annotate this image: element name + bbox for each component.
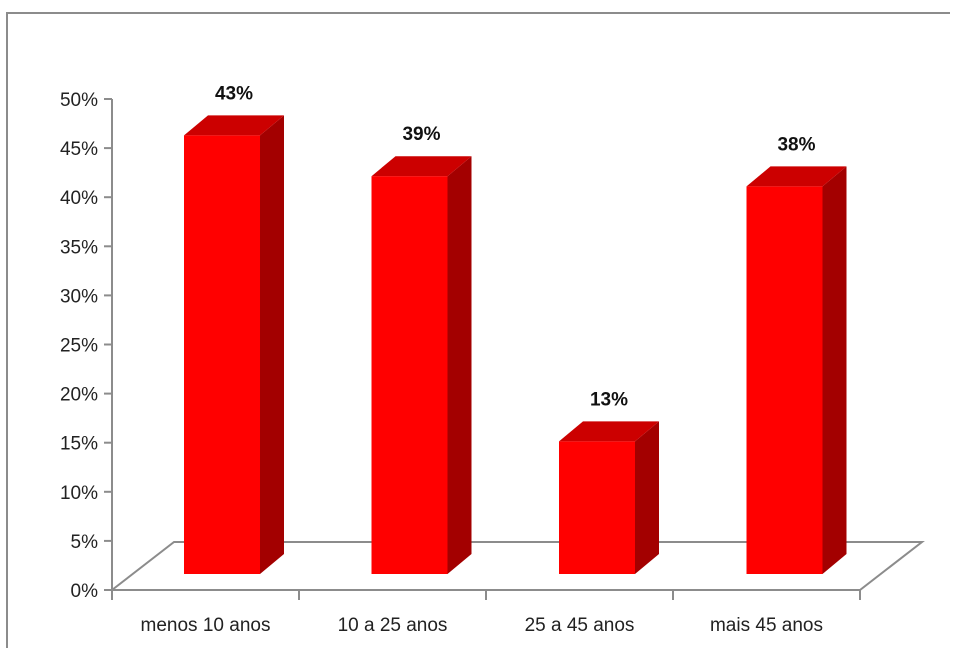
bar-front-face: [559, 441, 635, 574]
chart-frame: [6, 12, 950, 648]
y-tick-label: 20%: [60, 385, 98, 406]
data-label: 43%: [215, 83, 253, 104]
bar: [746, 166, 847, 574]
bar-side-face: [447, 156, 472, 574]
bar-front-face: [184, 135, 260, 574]
x-category-label: mais 45 anos: [710, 615, 823, 636]
bar-side-face: [260, 115, 284, 575]
chart-floor: [109, 541, 925, 591]
y-tick-label: 45%: [60, 139, 98, 160]
bar: [371, 156, 472, 574]
bar-side-face: [635, 421, 659, 574]
y-tick-label: 0%: [71, 581, 99, 602]
y-tick-label: 30%: [60, 286, 98, 307]
chart-floor-plane: [109, 541, 925, 591]
bar-front-face: [371, 176, 448, 574]
x-axis: menos 10 anos 10 a 25 anos 25 a 45 anos mai…: [111, 590, 861, 636]
bar-top-face: [559, 421, 659, 442]
bars: [184, 115, 847, 575]
data-label: 39%: [402, 124, 440, 145]
bar-top-face: [184, 115, 284, 136]
y-tick-label: 40%: [60, 188, 98, 209]
y-tick-label: 15%: [60, 434, 98, 455]
data-label: 13%: [590, 389, 628, 410]
bar-side-face: [822, 166, 847, 574]
bar-front-face: [746, 186, 823, 574]
y-axis: 0% 5% 10% 15% 20% 25% 30% 35% 40% 45% 50%: [60, 90, 113, 602]
y-tick-label: 5%: [71, 532, 99, 553]
x-category-label: 25 a 45 anos: [525, 615, 635, 636]
data-labels: 43% 39% 13% 38%: [215, 83, 816, 410]
data-label: 38%: [777, 134, 815, 155]
y-tick-label: 50%: [60, 90, 98, 111]
y-tick-label: 25%: [60, 336, 98, 357]
y-tick-label: 35%: [60, 237, 98, 258]
x-category-label: menos 10 anos: [141, 615, 271, 636]
y-tick-label: 10%: [60, 483, 98, 504]
bar: [559, 421, 659, 574]
bar-top-face: [746, 166, 847, 187]
bar-top-face: [371, 156, 472, 177]
x-category-label: 10 a 25 anos: [338, 615, 448, 636]
bar: [184, 115, 284, 575]
